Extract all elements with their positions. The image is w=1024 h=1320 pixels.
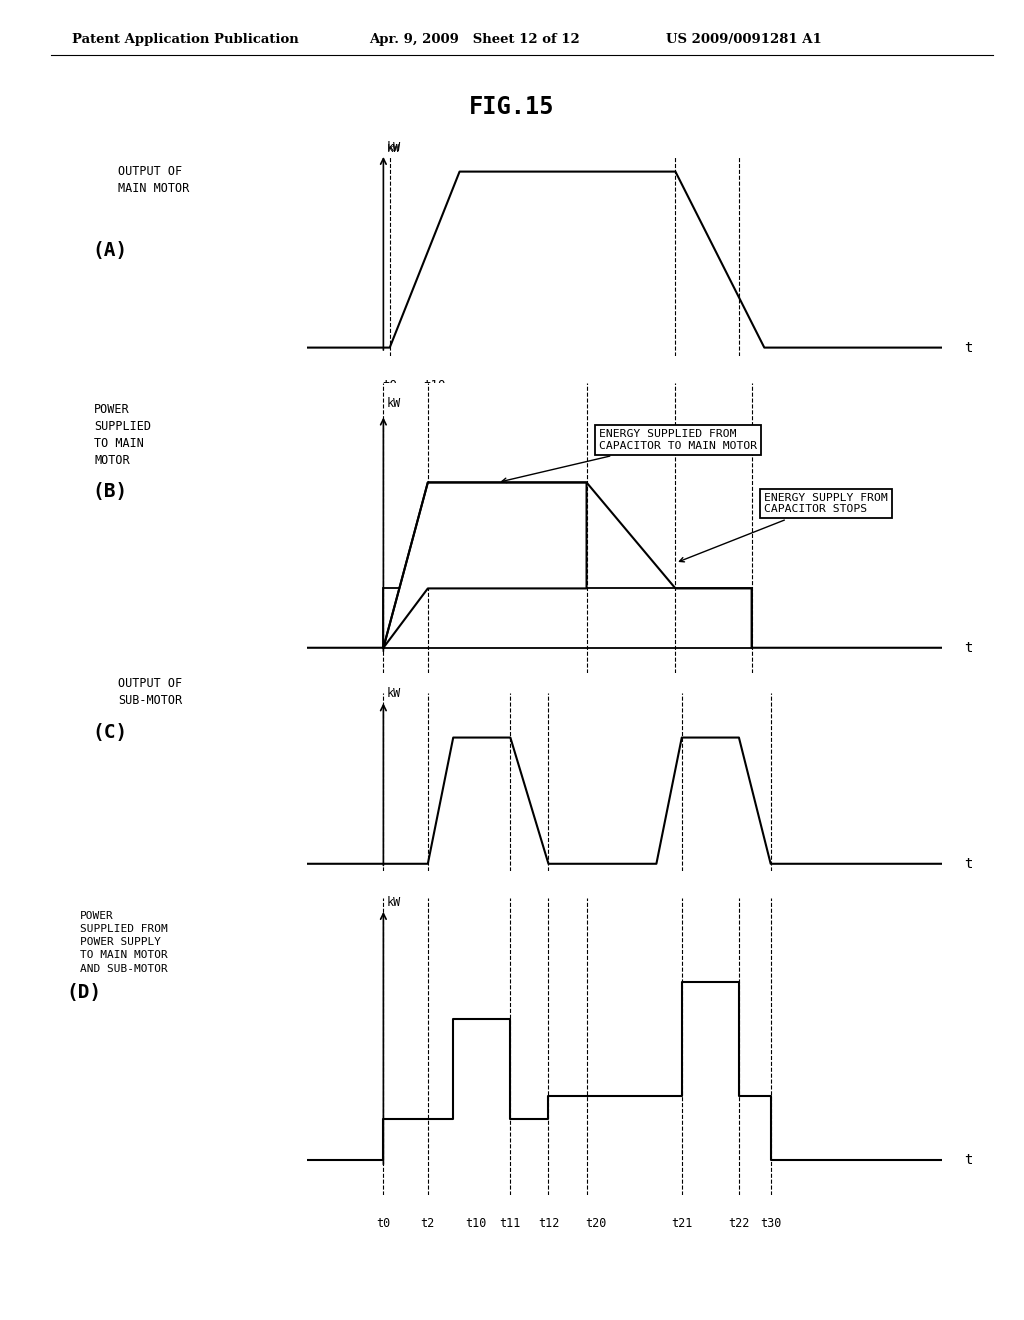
Text: t2: t2 <box>421 694 435 708</box>
Text: t2: t2 <box>421 1217 435 1230</box>
Text: t22: t22 <box>728 1217 750 1230</box>
Text: t: t <box>965 857 973 871</box>
Text: ENERGY SUPPLIED FROM POWER SUPPLY: ENERGY SUPPLIED FROM POWER SUPPLY <box>520 708 755 721</box>
Text: Patent Application Publication: Patent Application Publication <box>72 33 298 46</box>
Text: t12: t12 <box>538 1217 559 1230</box>
Text: kW: kW <box>386 144 400 154</box>
Text: (B): (B) <box>92 482 127 500</box>
Text: t0: t0 <box>382 379 397 392</box>
Polygon shape <box>383 589 752 648</box>
Text: t20: t20 <box>586 1217 607 1230</box>
Text: POWER
SUPPLIED
TO MAIN
MOTOR: POWER SUPPLIED TO MAIN MOTOR <box>94 403 152 466</box>
Text: ENERGY SUPPLIED FROM
CAPACITOR TO MAIN MOTOR: ENERGY SUPPLIED FROM CAPACITOR TO MAIN M… <box>502 429 758 483</box>
Text: t: t <box>965 640 973 655</box>
Text: FIG.15: FIG.15 <box>469 95 555 119</box>
Text: kW: kW <box>386 688 400 701</box>
Text: t0: t0 <box>376 1217 390 1230</box>
Text: kW: kW <box>386 397 400 411</box>
Text: t: t <box>965 1154 973 1167</box>
Text: kW: kW <box>386 141 400 154</box>
Text: t10: t10 <box>465 694 486 708</box>
Text: t: t <box>965 341 973 355</box>
Text: ENERGY SUPPLY FROM
CAPACITOR STOPS: ENERGY SUPPLY FROM CAPACITOR STOPS <box>680 492 888 562</box>
Text: (A): (A) <box>92 242 127 260</box>
Text: Apr. 9, 2009   Sheet 12 of 12: Apr. 9, 2009 Sheet 12 of 12 <box>369 33 580 46</box>
Polygon shape <box>383 482 587 648</box>
Text: (D): (D) <box>67 983 101 1002</box>
Text: t11: t11 <box>500 1217 521 1230</box>
Text: US 2009/0091281 A1: US 2009/0091281 A1 <box>666 33 821 46</box>
Text: (C): (C) <box>92 723 127 742</box>
Text: POWER
SUPPLIED FROM
POWER SUPPLY
TO MAIN MOTOR
AND SUB-MOTOR: POWER SUPPLIED FROM POWER SUPPLY TO MAIN… <box>80 911 168 974</box>
Text: kW: kW <box>386 896 400 909</box>
Text: t30: t30 <box>760 1217 781 1230</box>
Text: t10: t10 <box>465 1217 486 1230</box>
Text: t0: t0 <box>376 694 390 708</box>
Text: t10: t10 <box>423 379 445 392</box>
Text: t21: t21 <box>671 1217 692 1230</box>
Text: OUTPUT OF
MAIN MOTOR: OUTPUT OF MAIN MOTOR <box>118 165 189 195</box>
Text: OUTPUT OF
SUB-MOTOR: OUTPUT OF SUB-MOTOR <box>118 677 182 708</box>
